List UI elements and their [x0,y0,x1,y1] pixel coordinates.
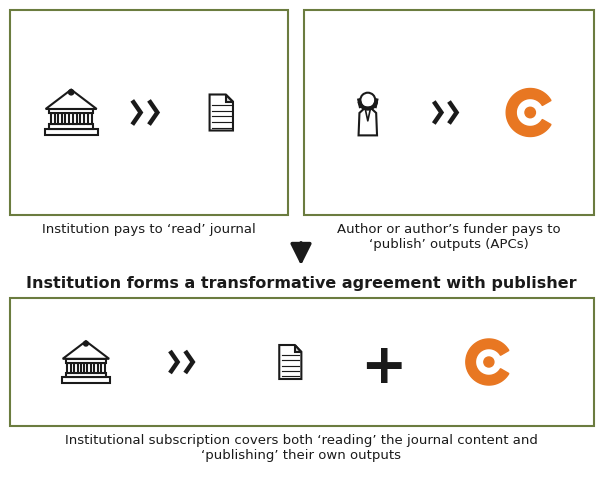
Polygon shape [46,90,97,109]
Bar [66,113,69,124]
Bar [51,113,55,124]
Polygon shape [209,94,233,131]
Circle shape [525,107,535,118]
Bar [74,363,78,373]
Circle shape [523,105,538,120]
Bar [81,363,84,373]
Circle shape [484,357,494,367]
Bar [94,363,98,373]
Polygon shape [359,107,377,135]
Bar [10,298,594,426]
Text: +: + [361,341,407,395]
Text: Institution forms a transformative agreement with publisher: Institution forms a transformative agree… [26,276,576,291]
Bar [88,113,92,124]
Bar [49,124,93,129]
Circle shape [482,355,496,369]
Bar [101,363,105,373]
Polygon shape [506,89,551,136]
Bar [80,113,84,124]
Bar [67,363,71,373]
Polygon shape [279,345,302,379]
Bar [73,113,77,124]
Bar [10,10,288,215]
Text: Author or author’s funder pays to
‘publish’ outputs (APCs): Author or author’s funder pays to ‘publi… [337,223,561,251]
Text: Institution pays to ‘read’ journal: Institution pays to ‘read’ journal [42,223,256,236]
Circle shape [84,341,88,346]
Bar [66,373,106,377]
Circle shape [69,90,74,95]
Bar [58,113,62,124]
Polygon shape [466,339,509,385]
Bar [87,363,91,373]
Bar [49,109,93,113]
Bar [45,129,98,135]
Bar [62,377,110,383]
Polygon shape [226,94,233,102]
Text: Institutional subscription covers both ‘reading’ the journal content and
‘publis: Institutional subscription covers both ‘… [64,434,538,462]
Bar [66,359,106,363]
Polygon shape [63,341,109,359]
Bar [304,10,594,215]
Polygon shape [294,345,302,352]
Circle shape [361,93,375,107]
